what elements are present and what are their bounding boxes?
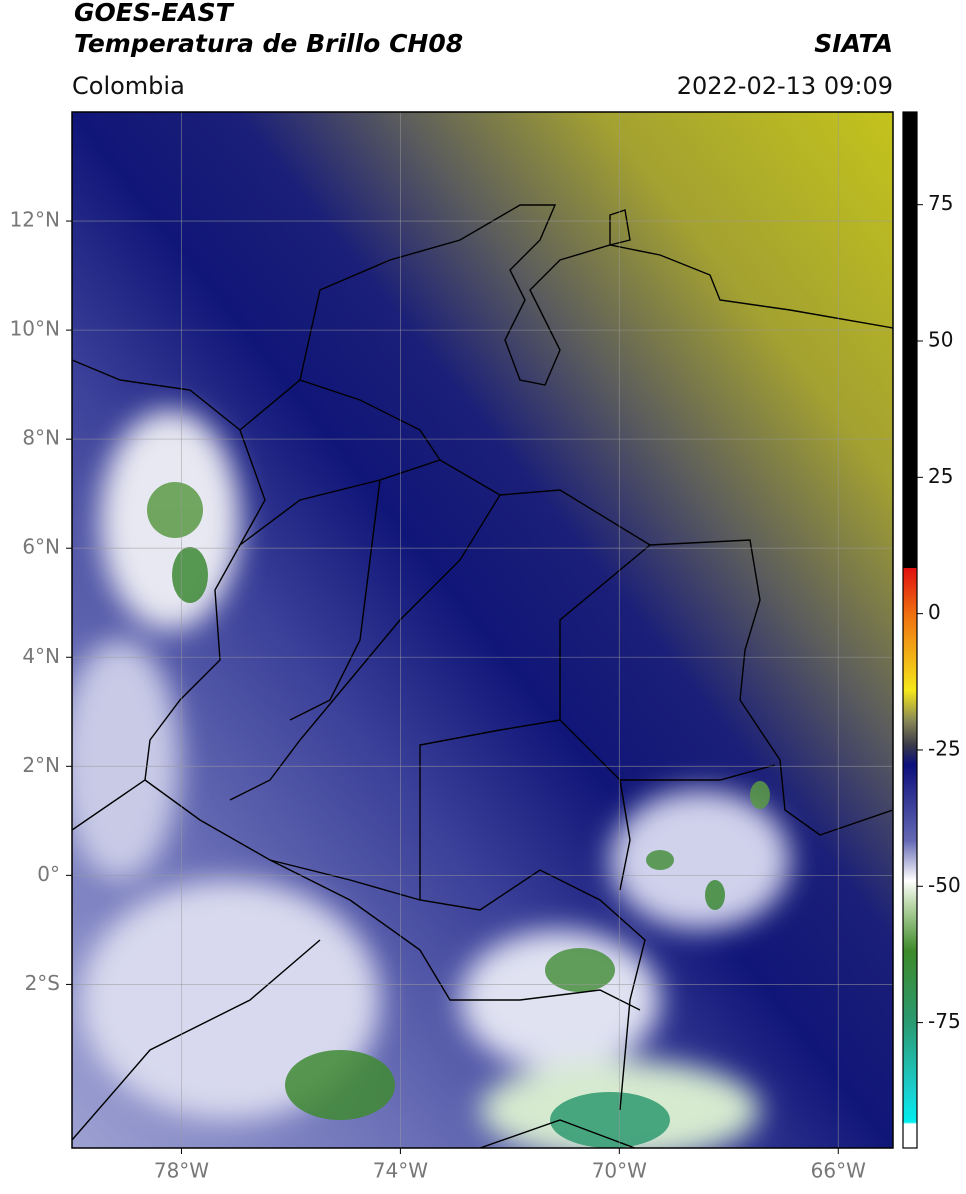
region: Colombia	[72, 72, 185, 100]
colorbar-ticks: 75 50 25 0 -25 -50 -75	[917, 191, 961, 1033]
colorbar-tick-label: -25	[928, 736, 961, 760]
datetime: 2022-02-13 09:09	[677, 72, 893, 100]
colorbar-tick-label: 75	[928, 191, 953, 215]
gridlines	[72, 112, 893, 1148]
title: GOES-EAST	[74, 0, 235, 27]
satellite-image	[72, 112, 893, 1148]
y-tick-label: 2°S	[25, 971, 60, 995]
cold-cloud-tops	[147, 482, 770, 1148]
map-frame	[71, 111, 894, 1149]
map-axes: 78°W 74°W 70°W 66°W 12°N 10°N 8°N 6°N 4°N 2°N 0° 2°…	[10, 208, 867, 1183]
y-tick-label: 8°N	[22, 426, 60, 450]
subtitle: Temperatura de Brillo CH08	[74, 29, 463, 58]
borders	[72, 204, 893, 1148]
x-tick-label: 74°W	[373, 1159, 428, 1183]
colorbar-tick-label: 25	[928, 464, 953, 488]
colorbar-tick-label: 50	[928, 328, 953, 352]
y-tick-label: 0°	[37, 862, 60, 886]
y-tick-label: 6°N	[22, 535, 60, 559]
x-tick-label: 78°W	[154, 1159, 209, 1183]
x-tick-label: 70°W	[592, 1159, 647, 1183]
source: SIATA	[814, 29, 893, 58]
colorbar-tick-label: 0	[928, 600, 941, 624]
y-tick-label: 2°N	[22, 753, 60, 777]
colorbar-tick-label: -50	[928, 873, 961, 897]
colorbar	[902, 111, 918, 1149]
y-tick-label: 10°N	[10, 317, 60, 341]
y-tick-label: 4°N	[22, 644, 60, 668]
x-tick-label: 66°W	[811, 1159, 866, 1183]
y-tick-label: 12°N	[10, 208, 60, 232]
colorbar-tick-label: -75	[928, 1009, 961, 1033]
